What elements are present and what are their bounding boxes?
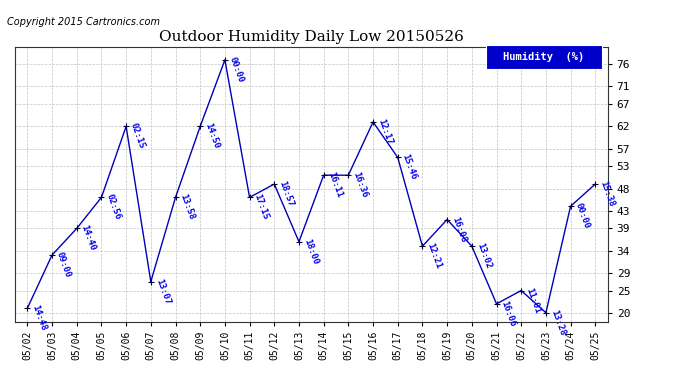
Text: Copyright 2015 Cartronics.com: Copyright 2015 Cartronics.com xyxy=(7,17,160,27)
Text: 13:58: 13:58 xyxy=(179,193,196,221)
Text: 14:40: 14:40 xyxy=(79,224,97,252)
Text: 00:00: 00:00 xyxy=(228,56,246,84)
Text: 02:56: 02:56 xyxy=(104,193,122,221)
Text: 16:36: 16:36 xyxy=(351,171,369,199)
Text: Humidity  (%): Humidity (%) xyxy=(503,52,584,62)
Text: 16:06: 16:06 xyxy=(500,300,517,328)
Text: 13:02: 13:02 xyxy=(475,242,493,270)
Text: 15:38: 15:38 xyxy=(598,180,616,208)
Text: 18:57: 18:57 xyxy=(277,180,295,208)
Text: 14:50: 14:50 xyxy=(203,122,221,150)
Text: 16:11: 16:11 xyxy=(326,171,344,199)
Text: 00:00: 00:00 xyxy=(573,202,591,230)
Text: 12:17: 12:17 xyxy=(376,117,394,146)
Text: 11:01: 11:01 xyxy=(524,286,542,315)
Text: 15:46: 15:46 xyxy=(401,153,418,182)
Text: 09:00: 09:00 xyxy=(55,251,72,279)
Text: 18:00: 18:00 xyxy=(302,237,319,266)
Text: 14:48: 14:48 xyxy=(30,304,48,332)
Text: 13:07: 13:07 xyxy=(154,277,171,306)
Title: Outdoor Humidity Daily Low 20150526: Outdoor Humidity Daily Low 20150526 xyxy=(159,30,464,44)
Text: 02:15: 02:15 xyxy=(129,122,147,150)
Text: 12:21: 12:21 xyxy=(426,242,443,270)
Text: 17:15: 17:15 xyxy=(253,193,270,221)
FancyBboxPatch shape xyxy=(486,45,602,69)
Text: 16:08: 16:08 xyxy=(450,215,468,243)
Text: 13:28: 13:28 xyxy=(549,308,566,337)
